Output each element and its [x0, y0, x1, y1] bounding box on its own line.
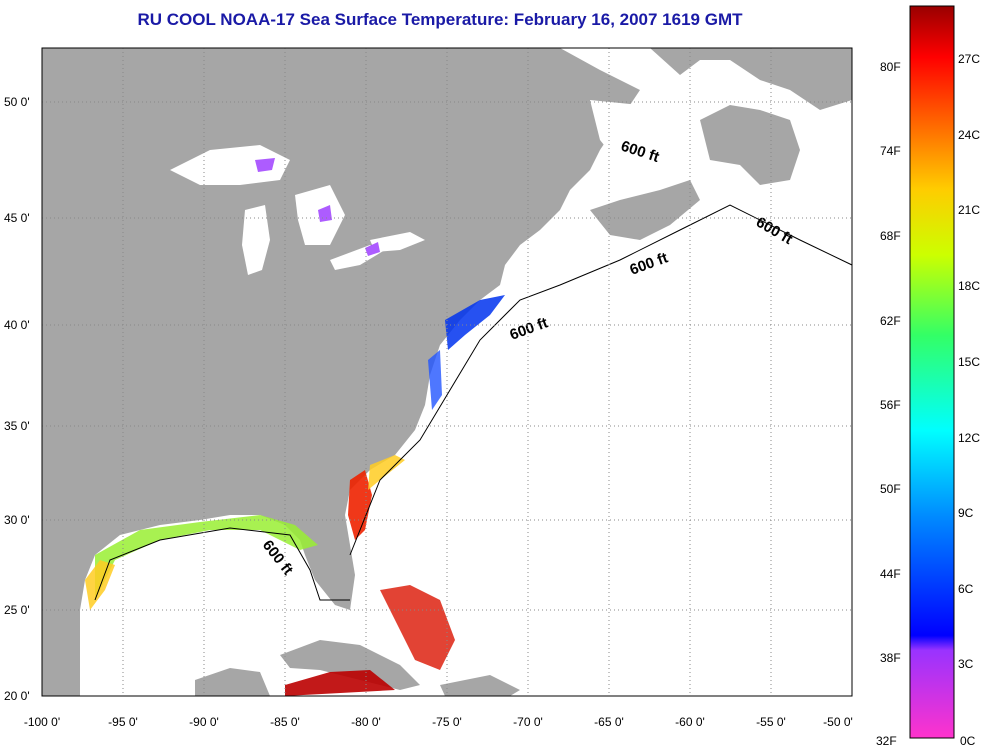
x-tick-label: -60 0' [675, 715, 705, 729]
colorbar-celsius-labels: 0C 3C 6C 9C 12C 15C 18C 21C 24C 27C [958, 52, 980, 748]
x-tick-label: -100 0' [24, 715, 60, 729]
colorbar-c-label: 6C [958, 582, 974, 596]
x-tick-label: -95 0' [108, 715, 138, 729]
colorbar-c-label: 9C [958, 506, 974, 520]
grid-lines [42, 48, 852, 696]
lake-ontario [370, 232, 425, 252]
nova-scotia [590, 180, 700, 240]
y-tick-label: 25 0' [4, 603, 30, 617]
x-tick-label: -70 0' [513, 715, 543, 729]
y-tick-label: 30 0' [4, 513, 30, 527]
sst-bahamas-warm [380, 585, 455, 670]
yucatan-land [195, 668, 270, 696]
newfoundland-land [650, 48, 852, 110]
cuba-land [280, 640, 420, 690]
lake-superior [170, 145, 290, 185]
colorbar-f-label: 50F [880, 482, 901, 496]
north-america-land [42, 48, 640, 696]
lake-michigan [242, 205, 270, 275]
y-tick-label: 35 0' [4, 419, 30, 433]
colorbar-f-label: 68F [880, 229, 901, 243]
x-tick-label: -85 0' [270, 715, 300, 729]
x-tick-label: -90 0' [189, 715, 219, 729]
sst-caribbean-warm [285, 670, 395, 696]
sst-texas-coast [85, 560, 115, 610]
newfoundland-island [700, 105, 800, 185]
colorbar-f-label: 44F [880, 567, 901, 581]
colorbar-f-label: 32F [876, 734, 897, 748]
colorbar-c-label: 3C [958, 657, 974, 671]
colorbar-c-label: 21C [958, 203, 980, 217]
sst-gulf-stream-warm [348, 470, 372, 540]
colorbar-f-label: 62F [880, 314, 901, 328]
map-title: RU COOL NOAA-17 Sea Surface Temperature:… [137, 10, 743, 29]
colorbar-c-label: 27C [958, 52, 980, 66]
sst-gulf-coast-warm [95, 515, 318, 600]
colorbar-fahrenheit-labels: 32F 38F 44F 50F 56F 62F 68F 74F 80F [876, 60, 901, 748]
y-tick-label: 40 0' [4, 318, 30, 332]
sst-mid-atlantic-cold [445, 295, 505, 350]
y-axis-ticks: 20 0' 25 0' 30 0' 35 0' 40 0' 45 0' 50 0… [4, 95, 30, 703]
sst-great-lakes-purple [255, 158, 380, 256]
x-tick-label: -80 0' [351, 715, 381, 729]
colorbar-c-label: 12C [958, 431, 980, 445]
colorbar-c-label: 15C [958, 355, 980, 369]
colorbar-f-label: 80F [880, 60, 901, 74]
hispaniola-land [440, 675, 520, 696]
x-tick-label: -50 0' [823, 715, 853, 729]
colorbar-c-label: 24C [958, 128, 980, 142]
colorbar-f-label: 56F [880, 398, 901, 412]
y-tick-label: 45 0' [4, 211, 30, 225]
x-tick-label: -65 0' [594, 715, 624, 729]
map-frame [41, 47, 853, 697]
colorbar-c-label: 18C [958, 279, 980, 293]
x-tick-label: -75 0' [432, 715, 462, 729]
gulf-st-lawrence-water [590, 100, 690, 180]
x-tick-label: -55 0' [756, 715, 786, 729]
colorbar-f-label: 74F [880, 144, 901, 158]
sst-chesapeake-cold [428, 350, 442, 410]
x-axis-ticks: -100 0' -95 0' -90 0' -85 0' -80 0' -75 … [24, 715, 853, 729]
y-tick-label: 20 0' [4, 689, 30, 703]
colorbar-c-label: 0C [960, 734, 976, 748]
isobath-600ft-line [94, 204, 853, 601]
colorbar-f-label: 38F [880, 651, 901, 665]
colorbar [909, 5, 955, 739]
y-tick-label: 50 0' [4, 95, 30, 109]
